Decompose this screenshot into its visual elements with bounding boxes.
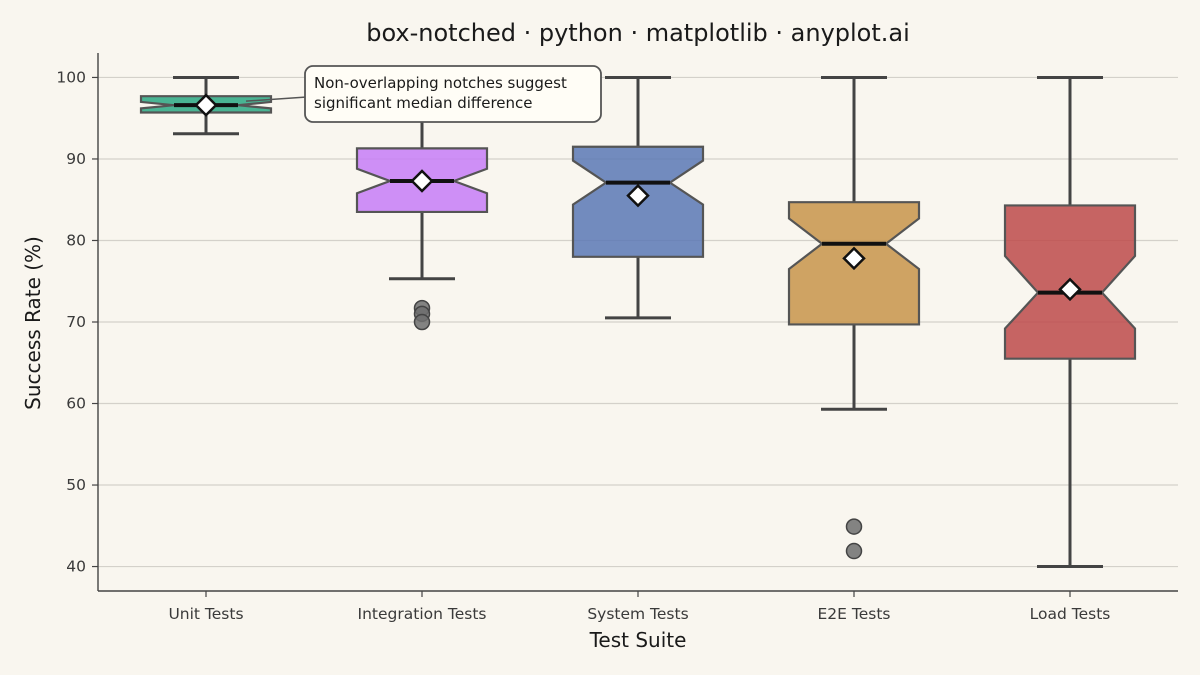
x-tick-label: System Tests (587, 605, 688, 623)
y-tick-label: 40 (66, 558, 86, 576)
y-axis-label: Success Rate (%) (21, 236, 45, 410)
box-group (787, 75, 921, 560)
mean-marker (410, 169, 434, 193)
mean-marker (626, 183, 650, 208)
y-tick-label: 100 (56, 68, 86, 86)
y-tick-label: 80 (66, 231, 86, 249)
chart-title: box-notched · python · matplotlib · anyp… (366, 19, 910, 47)
x-axis-label: Test Suite (589, 628, 687, 652)
annotation-text: Non-overlapping notches suggest (314, 74, 567, 92)
x-tick-label: Unit Tests (168, 605, 243, 623)
annotation-arrow (245, 96, 306, 102)
y-tick-label: 90 (66, 150, 86, 168)
x-tick-label: E2E Tests (818, 605, 891, 623)
outlier-point (413, 313, 431, 331)
y-tick-label: 70 (66, 313, 86, 331)
annotation-box (304, 65, 602, 123)
plot-area (139, 75, 1137, 569)
mean-marker (1058, 277, 1082, 302)
outlier-point (845, 518, 863, 535)
annotation-text: significant median difference (314, 94, 533, 112)
mean-marker (194, 93, 218, 117)
annotation: Non-overlapping notches suggest significa… (245, 65, 602, 123)
outlier-point (845, 542, 863, 560)
y-tick-label: 50 (66, 476, 86, 494)
axes: 40 50 60 70 80 90 100 Unit Tests Integration Tes… (56, 53, 1178, 623)
box-group (1003, 75, 1137, 569)
y-tick-label: 60 (66, 395, 86, 413)
box-group (139, 75, 273, 136)
x-tick-label: Load Tests (1030, 605, 1111, 623)
mean-marker (842, 246, 866, 271)
x-tick-label: Integration Tests (358, 605, 487, 623)
box-group (571, 75, 705, 320)
